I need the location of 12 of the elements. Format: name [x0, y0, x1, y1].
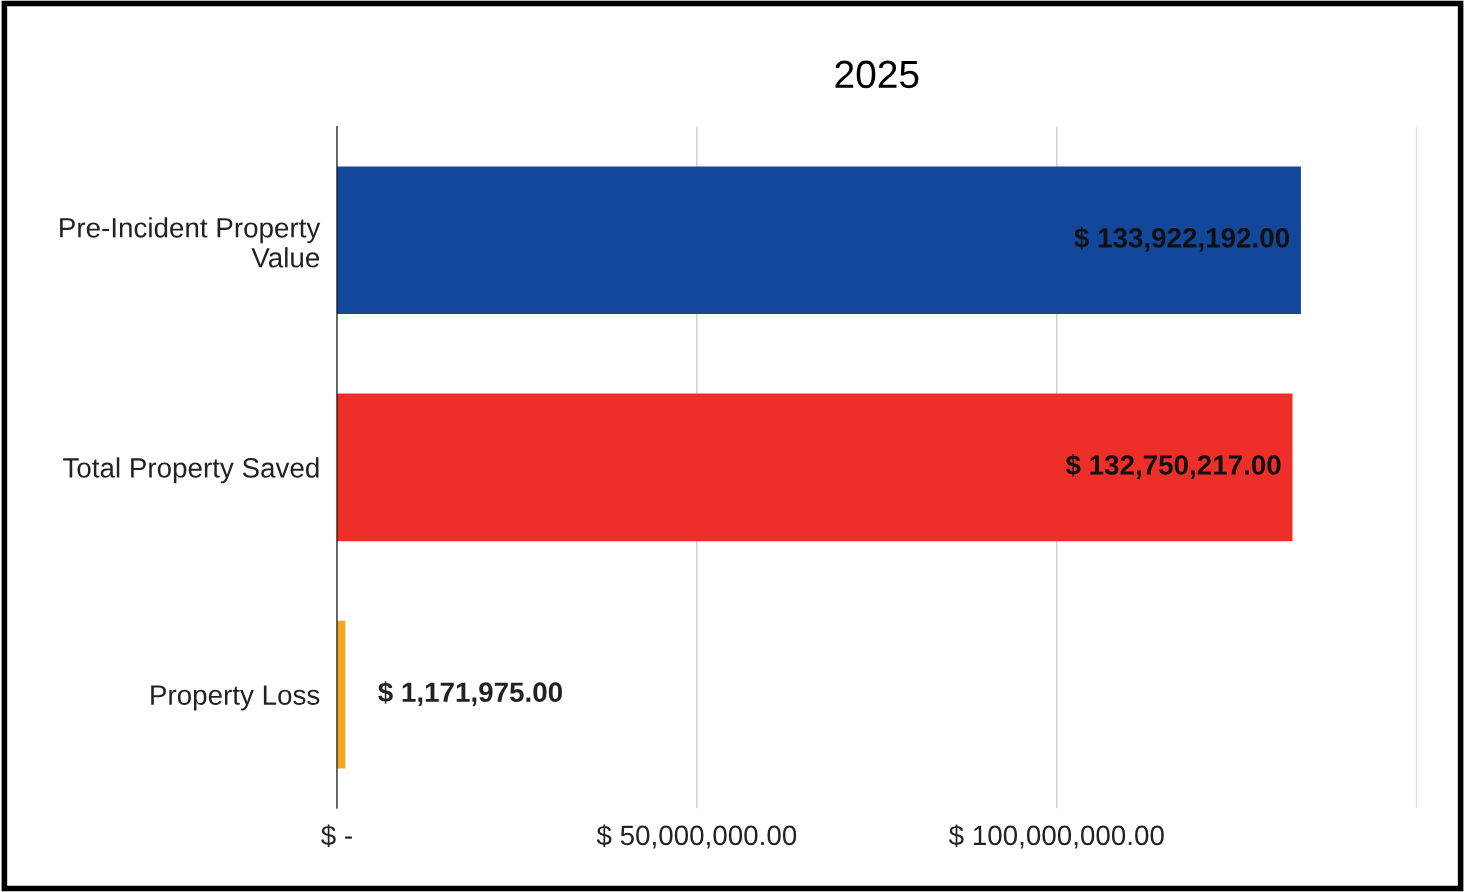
data-label: $ 133,922,192.00	[1074, 226, 1290, 252]
data-label: $ 1,171,975.00	[378, 681, 562, 707]
bar	[336, 393, 1293, 542]
y-tick-label: Pre-Incident Property Value	[60, 217, 321, 268]
x-tick-label: $ 100,000,000.00	[948, 824, 1164, 849]
chart-title: 2025	[835, 60, 919, 89]
y-tick-label: Property Loss	[151, 685, 320, 711]
x-tick-label: $ -	[321, 824, 352, 847]
y-tick-label: Total Property Saved	[63, 457, 319, 484]
x-tick-label: $ 50,000,000.00	[596, 824, 797, 849]
data-label: $ 132,750,217.00	[1065, 453, 1281, 479]
bar	[336, 166, 1301, 315]
